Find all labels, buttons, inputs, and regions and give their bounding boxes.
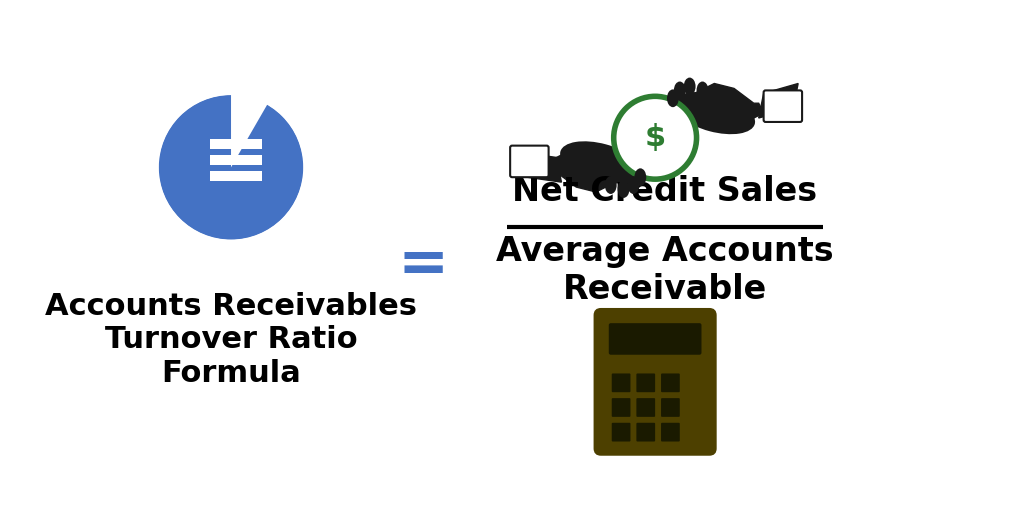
Wedge shape (231, 93, 268, 167)
Ellipse shape (696, 82, 709, 99)
FancyBboxPatch shape (510, 146, 549, 177)
Bar (210, 139, 261, 149)
FancyBboxPatch shape (636, 398, 655, 417)
Text: Net Credit Sales: Net Credit Sales (512, 176, 817, 208)
Text: =: = (397, 237, 449, 296)
Ellipse shape (667, 89, 679, 107)
Ellipse shape (684, 77, 695, 95)
Text: $: $ (644, 123, 666, 152)
Bar (210, 171, 261, 180)
Ellipse shape (674, 92, 755, 134)
FancyBboxPatch shape (636, 423, 655, 441)
FancyBboxPatch shape (611, 373, 631, 392)
Ellipse shape (560, 141, 642, 184)
Polygon shape (522, 153, 561, 182)
Circle shape (613, 96, 696, 179)
Polygon shape (685, 84, 764, 128)
Circle shape (157, 93, 305, 241)
Polygon shape (759, 84, 798, 118)
Text: $: $ (166, 146, 198, 189)
FancyBboxPatch shape (595, 309, 716, 454)
Ellipse shape (635, 168, 646, 186)
Bar (210, 155, 261, 165)
Ellipse shape (674, 82, 686, 99)
FancyBboxPatch shape (662, 398, 680, 417)
Ellipse shape (605, 176, 616, 194)
Polygon shape (547, 148, 626, 192)
Ellipse shape (617, 180, 630, 198)
FancyBboxPatch shape (662, 423, 680, 441)
Text: Average Accounts
Receivable: Average Accounts Receivable (497, 235, 834, 307)
FancyBboxPatch shape (662, 373, 680, 392)
FancyBboxPatch shape (636, 373, 655, 392)
FancyBboxPatch shape (611, 398, 631, 417)
FancyBboxPatch shape (611, 423, 631, 441)
FancyBboxPatch shape (764, 90, 802, 122)
FancyBboxPatch shape (609, 323, 701, 355)
Ellipse shape (628, 176, 639, 194)
Text: Accounts Receivables
Turnover Ratio
Formula: Accounts Receivables Turnover Ratio Form… (45, 292, 417, 388)
